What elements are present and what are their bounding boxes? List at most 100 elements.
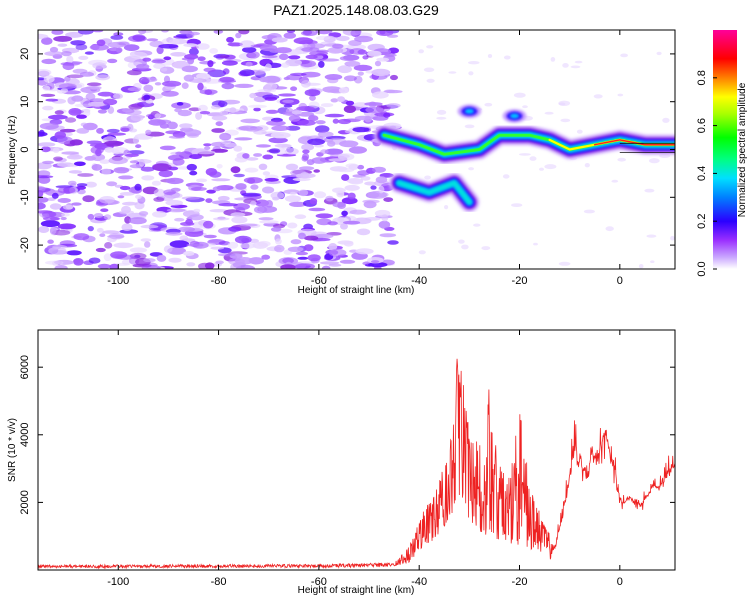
noise-speckle (307, 138, 325, 146)
noise-speckle (376, 57, 390, 62)
noise-speckle (132, 34, 146, 42)
noise-speckle (74, 82, 85, 88)
noise-speckle (49, 217, 61, 221)
noise-speckle (297, 256, 309, 260)
noise-speckle (158, 170, 173, 178)
noise-speckle (533, 242, 538, 246)
noise-speckle (282, 99, 294, 104)
noise-speckle (261, 55, 278, 59)
noise-speckle (162, 80, 182, 87)
noise-speckle (38, 197, 49, 203)
noise-speckle (244, 167, 259, 173)
noise-speckle (152, 163, 172, 172)
noise-speckle (87, 226, 94, 232)
noise-speckle (135, 194, 142, 199)
noise-speckle (248, 104, 267, 109)
noise-speckle (522, 105, 528, 109)
noise-speckle (355, 248, 374, 255)
noise-speckle (128, 103, 143, 110)
noise-speckle (253, 107, 261, 112)
noise-speckle (356, 228, 371, 236)
noise-speckle (320, 149, 329, 155)
noise-speckle (61, 51, 72, 57)
noise-speckle (278, 93, 296, 97)
noise-speckle (311, 157, 327, 164)
noise-speckle (315, 30, 333, 35)
y-tick-label: -20 (19, 237, 31, 253)
noise-speckle (313, 169, 321, 173)
noise-speckle (45, 260, 64, 265)
noise-speckle (89, 98, 105, 102)
noise-speckle (242, 46, 257, 53)
noise-speckle (336, 167, 355, 173)
noise-speckle (49, 46, 59, 53)
noise-speckle (160, 67, 168, 72)
noise-speckle (216, 164, 223, 169)
noise-speckle (87, 213, 95, 220)
snr-y-label: SNR (10 * v/v) (7, 418, 18, 482)
noise-speckle (82, 195, 95, 203)
noise-speckle (238, 30, 250, 35)
noise-speckle (217, 195, 230, 202)
noise-speckle (274, 47, 292, 54)
noise-speckle (75, 44, 88, 51)
noise-speckle (327, 47, 344, 54)
noise-speckle (77, 173, 94, 177)
noise-speckle (187, 133, 199, 138)
noise-speckle (141, 77, 149, 85)
noise-speckle (141, 264, 161, 269)
noise-speckle (255, 199, 269, 207)
noise-speckle (205, 198, 213, 204)
noise-speckle (574, 60, 583, 64)
noise-speckle (317, 131, 334, 138)
noise-speckle (171, 60, 191, 69)
noise-speckle (436, 109, 447, 115)
noise-speckle (218, 241, 231, 246)
noise-speckle (202, 78, 223, 84)
noise-speckle (248, 51, 260, 59)
noise-speckle (298, 189, 309, 197)
spectrogram-noise (38, 30, 675, 269)
noise-speckle (67, 96, 76, 105)
noise-speckle (320, 103, 334, 108)
noise-speckle (418, 250, 426, 255)
noise-speckle (328, 158, 346, 162)
noise-speckle (197, 56, 206, 61)
noise-speckle (179, 127, 194, 132)
noise-speckle (252, 241, 268, 249)
noise-speckle (183, 43, 198, 48)
noise-speckle (118, 41, 130, 46)
noise-speckle (69, 139, 83, 146)
noise-speckle (245, 157, 259, 161)
noise-speckle (166, 208, 186, 213)
noise-speckle (337, 96, 346, 103)
noise-speckle (290, 86, 298, 91)
noise-speckle (325, 195, 334, 202)
noise-speckle (444, 205, 449, 210)
noise-speckle (80, 97, 91, 106)
noise-speckle (117, 195, 125, 199)
noise-speckle (159, 145, 176, 151)
noise-speckle (154, 82, 162, 86)
chart-title: PAZ1.2025.148.08.03.G29 (273, 2, 439, 18)
noise-speckle (39, 122, 59, 130)
noise-speckle (332, 201, 346, 208)
noise-speckle (145, 129, 152, 135)
noise-speckle (66, 55, 74, 64)
noise-speckle (384, 53, 397, 57)
noise-speckle (314, 125, 330, 133)
noise-speckle (620, 53, 628, 58)
noise-speckle (108, 156, 128, 165)
noise-speckle (138, 159, 145, 167)
noise-speckle (291, 110, 303, 115)
noise-speckle (113, 242, 134, 249)
snr-panel: -100 -80 -60 -40 -20 0 2000 4000 6000 Height of… (7, 329, 676, 596)
noise-speckle (221, 60, 238, 66)
noise-speckle (227, 42, 243, 47)
noise-speckle (219, 110, 229, 116)
noise-speckle (376, 30, 394, 36)
noise-speckle (158, 44, 179, 49)
noise-speckle (300, 172, 310, 179)
noise-speckle (106, 128, 120, 133)
noise-speckle (461, 244, 469, 250)
